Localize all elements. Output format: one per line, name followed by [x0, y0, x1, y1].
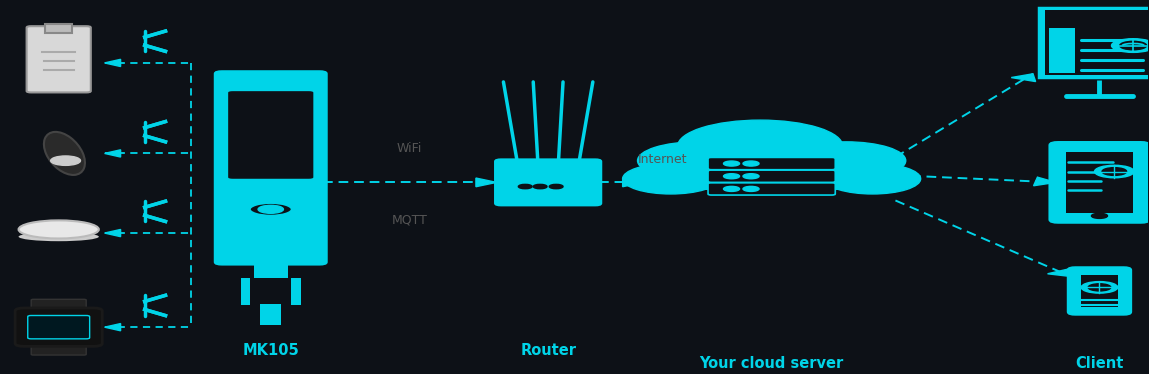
Polygon shape	[623, 178, 643, 187]
FancyBboxPatch shape	[15, 308, 102, 346]
Circle shape	[1120, 41, 1147, 50]
Polygon shape	[1011, 74, 1035, 82]
Text: Your cloud server: Your cloud server	[700, 356, 843, 371]
Circle shape	[724, 186, 740, 191]
Circle shape	[709, 148, 834, 188]
Ellipse shape	[44, 132, 85, 175]
Circle shape	[1102, 168, 1127, 175]
FancyBboxPatch shape	[254, 260, 287, 278]
Circle shape	[533, 184, 547, 189]
FancyBboxPatch shape	[1046, 9, 1149, 75]
Circle shape	[787, 142, 905, 180]
Text: MQTT: MQTT	[392, 213, 427, 226]
Circle shape	[678, 120, 842, 172]
Circle shape	[724, 174, 740, 179]
Circle shape	[1111, 39, 1149, 52]
FancyBboxPatch shape	[1081, 275, 1118, 307]
FancyBboxPatch shape	[45, 24, 72, 33]
Polygon shape	[105, 150, 121, 157]
Polygon shape	[476, 178, 496, 187]
FancyBboxPatch shape	[229, 91, 314, 179]
Circle shape	[249, 203, 292, 216]
Circle shape	[743, 161, 759, 166]
Circle shape	[638, 142, 757, 180]
Circle shape	[259, 205, 284, 213]
Circle shape	[743, 186, 759, 191]
Circle shape	[549, 184, 563, 189]
Circle shape	[824, 163, 920, 194]
FancyBboxPatch shape	[648, 169, 895, 190]
FancyBboxPatch shape	[708, 170, 835, 183]
Circle shape	[743, 174, 759, 179]
FancyBboxPatch shape	[31, 343, 86, 355]
Circle shape	[623, 163, 719, 194]
FancyBboxPatch shape	[495, 160, 601, 205]
Circle shape	[518, 184, 532, 189]
FancyBboxPatch shape	[708, 183, 835, 195]
Text: Client: Client	[1075, 356, 1124, 371]
Text: MK105: MK105	[242, 343, 299, 358]
Circle shape	[1081, 282, 1118, 293]
Polygon shape	[105, 59, 121, 67]
FancyBboxPatch shape	[215, 71, 326, 264]
FancyBboxPatch shape	[1050, 143, 1149, 222]
Polygon shape	[1048, 269, 1071, 276]
Text: WiFi: WiFi	[396, 142, 422, 155]
FancyBboxPatch shape	[1040, 8, 1149, 77]
FancyBboxPatch shape	[708, 157, 835, 170]
FancyBboxPatch shape	[31, 299, 86, 312]
Ellipse shape	[18, 232, 99, 241]
FancyBboxPatch shape	[1069, 268, 1131, 314]
FancyBboxPatch shape	[1049, 28, 1075, 73]
FancyBboxPatch shape	[260, 304, 282, 325]
FancyBboxPatch shape	[291, 278, 301, 306]
Text: Router: Router	[520, 343, 576, 358]
Circle shape	[1095, 165, 1134, 178]
Circle shape	[51, 156, 80, 165]
Circle shape	[1092, 213, 1108, 218]
Circle shape	[1088, 284, 1111, 291]
FancyBboxPatch shape	[240, 278, 250, 306]
Ellipse shape	[18, 220, 99, 239]
Polygon shape	[105, 324, 121, 331]
Polygon shape	[105, 229, 121, 237]
Text: Internet: Internet	[638, 153, 687, 166]
FancyBboxPatch shape	[26, 26, 91, 92]
Polygon shape	[1034, 177, 1056, 186]
Circle shape	[724, 161, 740, 166]
FancyBboxPatch shape	[28, 316, 90, 339]
FancyBboxPatch shape	[1066, 152, 1133, 213]
